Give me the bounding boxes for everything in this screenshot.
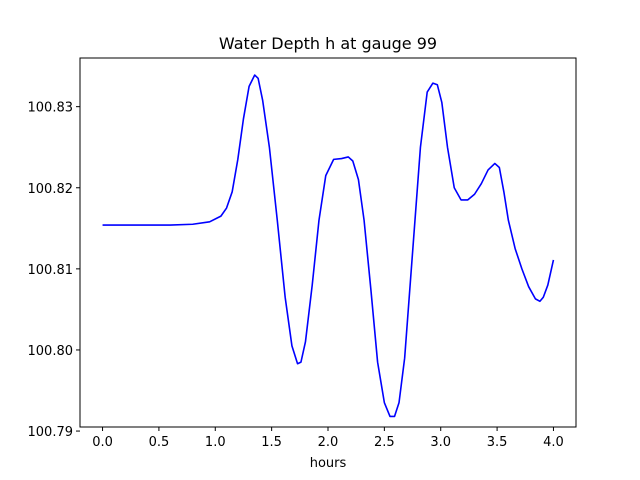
series-line-0 — [102, 74, 555, 418]
x-tick-label: 0.5 — [149, 435, 170, 450]
x-tick-label: 2.5 — [374, 435, 395, 450]
y-tick-label: 100.80 — [28, 344, 74, 359]
chart-title: Water Depth h at gauge 99 — [219, 34, 437, 53]
y-tick-label: 100.82 — [28, 182, 74, 197]
x-axis-label: hours — [310, 456, 347, 471]
x-tick-label: 4.0 — [543, 435, 564, 450]
x-tick-label: 3.0 — [430, 435, 451, 450]
y-tick-label: 100.83 — [28, 101, 74, 116]
x-tick-label: 3.5 — [487, 435, 508, 450]
x-tick-label: 1.0 — [205, 435, 226, 450]
x-tick-label: 0.0 — [92, 435, 113, 450]
y-axis: 100.79 100.80 100.81 100.82 100.83 — [28, 101, 80, 440]
x-tick-label: 2.0 — [318, 435, 339, 450]
y-tick-label: 100.81 — [28, 263, 74, 278]
x-axis: 0.0 0.5 1.0 1.5 2.0 2.5 3.0 3.5 4.0 — [92, 427, 564, 450]
y-tick-label: 100.79 — [28, 425, 74, 440]
x-tick-label: 1.5 — [261, 435, 282, 450]
